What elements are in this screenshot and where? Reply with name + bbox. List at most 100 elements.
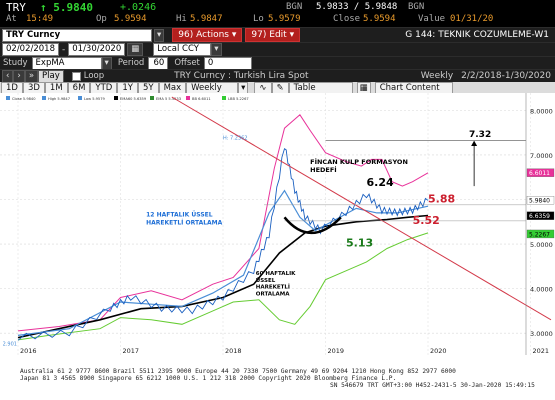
- price-tag: [526, 196, 555, 205]
- annotation-label: 2.901: [3, 342, 17, 348]
- date-separator: -: [62, 44, 66, 55]
- grid-icon[interactable]: ▦: [356, 82, 371, 94]
- x-tick-label: 2020: [430, 347, 447, 355]
- chart-title: TRY Curncy : Turkish Lira Spot: [174, 71, 309, 81]
- loop-checkbox[interactable]: [71, 71, 81, 81]
- security-toolbar: TRY Curncy ▾ 96) Actions ▾ 97) Edit ▾ G …: [0, 27, 555, 42]
- x-tick-label: 2017: [123, 347, 140, 355]
- annotation-label: ORTALAMA: [256, 291, 290, 297]
- price-tag: [526, 229, 555, 239]
- range-toolbar: 1D 3D 1M 6M YTD 1Y 5Y Max Weekly ▾ ∿ ✎ T…: [0, 82, 555, 94]
- date-from-input[interactable]: 02/02/2018: [2, 43, 59, 56]
- offset-label: Offset: [174, 58, 200, 68]
- annotation-label: 6.24: [367, 176, 394, 189]
- playback-toolbar: ‹ › » Play Loop TRY Curncy : Turkish Lir…: [0, 69, 555, 82]
- security-menu-button[interactable]: ▾: [154, 28, 165, 42]
- legend-swatch: [150, 96, 154, 100]
- price-chart[interactable]: Close 5.9840 High 5.9847 Low 5.9579 EMA60 5…: [0, 93, 555, 383]
- chart-background: [0, 93, 555, 355]
- loop-label: Loop: [83, 71, 105, 81]
- ema12-line: [17, 189, 429, 336]
- low-label: Lo: [253, 14, 264, 24]
- annotation-label: HAREKETLİ: [256, 284, 290, 291]
- price-line: [17, 147, 429, 341]
- line-chart-icon[interactable]: ∿: [254, 82, 272, 94]
- high-label: Hi: [176, 14, 187, 24]
- step-forward-icon[interactable]: ›: [13, 70, 25, 82]
- annotation-label: 5.88: [428, 193, 455, 206]
- range-button-1y[interactable]: 1Y: [117, 82, 138, 94]
- annotations: 7.32 6.24 5.88 5.52 5.13 FİNCAN KULP FORMASYO…: [3, 130, 492, 348]
- legend-swatch: [186, 96, 190, 100]
- chart-canvas: Close 5.9840 High 5.9847 Low 5.9579 EMA60 5…: [0, 93, 555, 355]
- close-value: 5.9594: [363, 14, 396, 24]
- ticker-symbol: TRY: [6, 1, 26, 14]
- legend-swatch: [42, 96, 46, 100]
- edit-label: Edit: [269, 30, 287, 40]
- study-label: Study: [3, 58, 28, 68]
- calendar-icon[interactable]: ▦: [127, 43, 144, 56]
- study-select[interactable]: ExpMA: [31, 57, 102, 69]
- annotation-label: FİNCAN KULP FORMASYON: [310, 157, 408, 166]
- annotation-label: ÜSSEL: [256, 277, 276, 284]
- actions-button[interactable]: 96) Actions ▾: [172, 28, 243, 42]
- security-input[interactable]: TRY Curncy: [2, 28, 152, 42]
- date-toolbar: 02/02/2018 - 01/30/2020 ▦ Local CCY ▾: [0, 42, 555, 56]
- x-tick-label: 2019: [328, 347, 345, 355]
- chevron-down-icon: ▾: [231, 30, 237, 40]
- legend-swatch: [222, 96, 226, 100]
- annotation-label: 7.32: [469, 130, 491, 140]
- chevron-down-icon: ▾: [289, 30, 295, 40]
- annotation-label: HEDEFİ: [310, 165, 337, 174]
- date-to-input[interactable]: 01/30/2020: [68, 43, 126, 56]
- price-tag-label: 6.6011: [529, 170, 550, 177]
- last-price: ↑ 5.9840: [40, 1, 93, 14]
- bid-label: BGN: [286, 2, 303, 12]
- open-value: 5.9594: [114, 14, 147, 24]
- edit-number: 97): [251, 30, 267, 40]
- footer-line-1: Australia 61 2 9777 8600 Brazil 5511 239…: [20, 368, 456, 375]
- cup-arc: [283, 216, 342, 234]
- legend-swatch: [114, 96, 118, 100]
- legend-entry: EMA 5 5.5233: [156, 97, 181, 101]
- close-label: Close: [333, 14, 361, 24]
- annotation-label: 60 HAFTALIK: [256, 271, 296, 277]
- legend-swatch: [78, 96, 82, 100]
- open-label: Op: [96, 14, 107, 24]
- step-back-icon[interactable]: ‹: [2, 70, 14, 82]
- value-date: 01/31/20: [450, 14, 494, 24]
- study-toolbar: Study ExpMA ▾ Period 60 Offset 0: [0, 56, 555, 69]
- legend-swatch: [6, 96, 10, 100]
- upper-band-line: [17, 114, 429, 332]
- range-button-3d[interactable]: 3D: [22, 82, 45, 94]
- arrow-head-icon: [471, 140, 478, 147]
- y-tick-label: 3.0000: [530, 330, 553, 338]
- footer-line-3: SN 546679 TRT GMT+3:00 H452-2431-5 30-Ja…: [330, 382, 535, 389]
- period-input[interactable]: 60: [148, 57, 169, 69]
- offset-input[interactable]: 0: [203, 57, 252, 69]
- price-change: +.0246: [120, 2, 157, 13]
- fast-forward-icon[interactable]: »: [24, 70, 39, 82]
- edit-button[interactable]: 97) Edit ▾: [245, 28, 301, 42]
- annotation-label: 5.52: [413, 214, 440, 227]
- currency-select[interactable]: Local CCY: [153, 43, 212, 56]
- price-tag-label: 6.6359: [529, 213, 550, 220]
- legend-entry: High 5.9847: [48, 97, 70, 101]
- legend-entry: EMA60 5.6359: [120, 97, 147, 101]
- annotation-label: 5.13: [346, 236, 373, 249]
- price-tag: [526, 211, 555, 220]
- y-tick-label: 7.0000: [530, 152, 553, 160]
- chart-series: [17, 96, 552, 341]
- chevron-down-icon[interactable]: ▾: [211, 43, 222, 56]
- annotation-label: 12 HAFTALIK ÜSSEL: [146, 211, 213, 218]
- play-button[interactable]: Play: [38, 70, 64, 82]
- annotation-label: H: 7.2362: [223, 135, 248, 141]
- lower-band-line: [17, 232, 429, 341]
- x-axis: 2016 2017 2018 2019 2020 2021: [20, 347, 549, 355]
- annotation-label: HAREKETLİ ORTALAMA: [146, 219, 223, 226]
- range-button-6m[interactable]: 6M: [67, 82, 91, 94]
- trend-line: [171, 96, 552, 321]
- x-tick-label: 2021: [533, 347, 550, 355]
- period-label: Period: [117, 58, 145, 68]
- chevron-down-icon[interactable]: ▾: [101, 57, 112, 69]
